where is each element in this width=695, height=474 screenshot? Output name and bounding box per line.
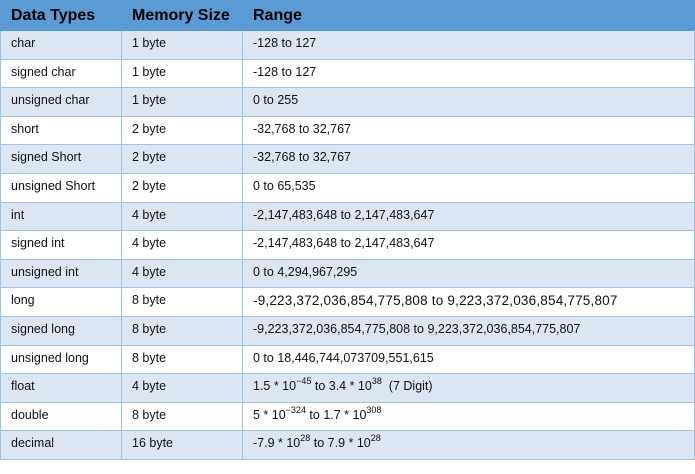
range-text: 0 to 65,535 [253, 178, 316, 193]
table-row: short 2 byte -32,768 to 32,767 [0, 115, 695, 146]
cell-range: 0 to 65,535 [242, 172, 695, 203]
table-row: char 1 byte -128 to 127 [0, 30, 695, 60]
cell-data-type: long [0, 287, 122, 317]
cell-range: -9,223,372,036,854,775,808 to 9,223,372,… [242, 287, 695, 317]
range-text: to 7.9 * 10 [310, 436, 371, 451]
cell-data-type: short [0, 115, 122, 146]
cell-data-type: float [0, 373, 122, 403]
table-row: signed long 8 byte -9,223,372,036,854,775,… [0, 315, 695, 346]
header-range: Range [242, 0, 695, 31]
cell-memory-size: 4 byte [121, 258, 243, 289]
data-types-table: Data Types Memory Size Range char 1 byte -… [0, 0, 695, 460]
range-text: to 3.4 * 10 [311, 379, 372, 394]
exponent: 28 [370, 433, 381, 444]
range-text: -2,147,483,648 to 2,147,483,647 [253, 236, 435, 251]
cell-memory-size: 8 byte [121, 344, 243, 375]
cell-range: -2,147,483,648 to 2,147,483,647 [242, 230, 695, 260]
cell-memory-size: 1 byte [121, 30, 243, 60]
range-text: 0 to 4,294,967,295 [253, 264, 358, 279]
range-text: 0 to 255 [253, 93, 299, 108]
range-text: -32,768 to 32,767 [253, 121, 351, 136]
cell-range: -32,768 to 32,767 [242, 115, 695, 146]
table-row: double 8 byte 5 * 10−324 to 1.7 * 10308 [0, 401, 695, 432]
table-row: signed int 4 byte -2,147,483,648 to 2,147,… [0, 230, 695, 260]
cell-data-type: unsigned char [0, 87, 122, 117]
range-text: -2,147,483,648 to 2,147,483,647 [253, 207, 435, 222]
range-text: -9,223,372,036,854,775,808 to 9,223,372,… [253, 321, 581, 336]
cell-range: 0 to 255 [242, 87, 695, 117]
header-row: Data Types Memory Size Range [0, 0, 695, 31]
cell-range: -128 to 127 [242, 30, 695, 60]
header-data-types: Data Types [0, 0, 122, 31]
exponent: 28 [300, 433, 311, 444]
cell-memory-size: 4 byte [121, 201, 243, 232]
cell-memory-size: 1 byte [121, 58, 243, 89]
cell-data-type: signed char [0, 58, 122, 89]
range-text: -128 to 127 [253, 36, 317, 50]
cell-memory-size: 2 byte [121, 115, 243, 146]
cell-range: 0 to 18,446,744,073709,551,615 [242, 344, 695, 375]
cell-data-type: unsigned int [0, 258, 122, 289]
range-text: 1.5 * 10 [253, 379, 297, 394]
cell-range: 0 to 4,294,967,295 [242, 258, 695, 289]
range-text: 0 to 18,446,744,073709,551,615 [253, 350, 434, 365]
cell-memory-size: 16 byte [121, 430, 243, 460]
table-row: unsigned int 4 byte 0 to 4,294,967,295 [0, 258, 695, 289]
cell-data-type: char [0, 30, 122, 60]
exponent: −45 [296, 376, 312, 387]
exponent: 308 [366, 404, 382, 415]
table-row: int 4 byte -2,147,483,648 to 2,147,483,647 [0, 201, 695, 232]
range-text: -32,768 to 32,767 [253, 150, 351, 165]
range-text: -9,223,372,036,854,775,808 to 9,223,372,… [253, 293, 618, 309]
table-row: unsigned long 8 byte 0 to 18,446,744,07370… [0, 344, 695, 375]
cell-memory-size: 8 byte [121, 287, 243, 317]
exponent: −324 [285, 404, 306, 415]
cell-memory-size: 8 byte [121, 315, 243, 346]
cell-memory-size: 1 byte [121, 87, 243, 117]
cell-range: -128 to 127 [242, 58, 695, 89]
cell-data-type: signed int [0, 230, 122, 260]
cell-memory-size: 4 byte [121, 230, 243, 260]
table-row: decimal 16 byte -7.9 * 1028 to 7.9 * 1028 [0, 430, 695, 460]
range-text: (7 Digit) [381, 379, 433, 394]
cell-range: -2,147,483,648 to 2,147,483,647 [242, 201, 695, 232]
cell-data-type: int [0, 201, 122, 232]
cell-data-type: unsigned Short [0, 172, 122, 203]
table-row: unsigned char 1 byte 0 to 255 [0, 87, 695, 117]
range-text: 5 * 10 [253, 407, 286, 422]
table-row: float 4 byte 1.5 * 10−45 to 3.4 * 1038 (7 … [0, 373, 695, 403]
range-text: -128 to 127 [253, 64, 317, 79]
table-row: signed Short 2 byte -32,768 to 32,767 [0, 144, 695, 174]
header-memory-size: Memory Size [121, 0, 243, 31]
cell-memory-size: 4 byte [121, 373, 243, 403]
cell-data-type: unsigned long [0, 344, 122, 375]
table-row: signed char 1 byte -128 to 127 [0, 58, 695, 89]
cell-range: -32,768 to 32,767 [242, 144, 695, 174]
table-row: unsigned Short 2 byte 0 to 65,535 [0, 172, 695, 203]
cell-data-type: decimal [0, 430, 122, 460]
cell-memory-size: 2 byte [121, 172, 243, 203]
cell-data-type: signed long [0, 315, 122, 346]
cell-range: -7.9 * 1028 to 7.9 * 1028 [242, 430, 695, 460]
cell-data-type: double [0, 401, 122, 432]
range-text: -7.9 * 10 [253, 436, 301, 451]
cell-range: -9,223,372,036,854,775,808 to 9,223,372,… [242, 315, 695, 346]
cell-range: 5 * 10−324 to 1.7 * 10308 [242, 401, 695, 432]
table-row: long 8 byte -9,223,372,036,854,775,808 to … [0, 287, 695, 317]
range-text: to 1.7 * 10 [305, 407, 367, 422]
cell-data-type: signed Short [0, 144, 122, 174]
cell-range: 1.5 * 10−45 to 3.4 * 1038 (7 Digit) [242, 373, 695, 403]
cell-memory-size: 8 byte [121, 401, 243, 432]
exponent: 38 [371, 376, 382, 387]
cell-memory-size: 2 byte [121, 144, 243, 174]
